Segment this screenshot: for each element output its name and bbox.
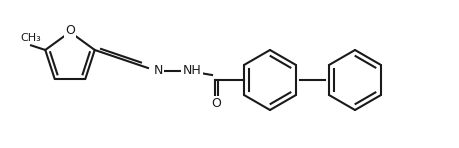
Text: O: O [211, 97, 220, 110]
Text: N: N [153, 65, 162, 78]
Text: O: O [65, 25, 75, 37]
Text: NH: NH [182, 65, 201, 78]
Text: CH₃: CH₃ [21, 33, 41, 43]
